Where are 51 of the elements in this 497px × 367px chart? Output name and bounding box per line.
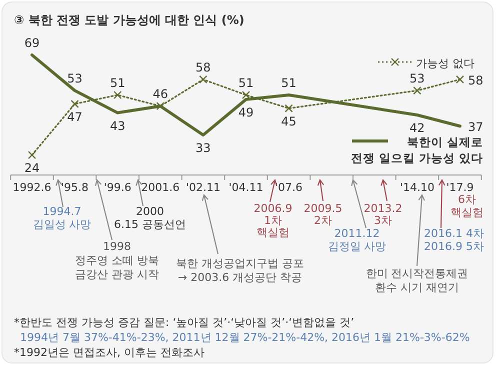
data-label: 45 bbox=[281, 114, 296, 128]
chart-title: ③ 북한 전쟁 도발 가능성에 대한 인식 (%) bbox=[14, 13, 244, 27]
point bbox=[284, 104, 293, 112]
point bbox=[413, 86, 422, 95]
legend-label: 북한이 실제로 전쟁 일으킬 가능성 있다 bbox=[350, 135, 483, 165]
x-tick-label: '17.9 bbox=[446, 181, 474, 194]
data-label: 33 bbox=[196, 141, 211, 155]
annotation: 2009.5 2차 bbox=[304, 202, 342, 227]
data-label: 24 bbox=[24, 161, 40, 175]
data-label: 46 bbox=[152, 87, 168, 102]
data-label: 43 bbox=[110, 118, 126, 133]
x-tick-label: 2001.6 bbox=[141, 181, 180, 194]
annotation: 2006.9 1차 핵실험 bbox=[254, 202, 292, 239]
data-label: 47 bbox=[67, 110, 82, 124]
annotation: 1994.7 김일성 사망 bbox=[32, 205, 92, 231]
point bbox=[242, 90, 250, 100]
data-label: 69 bbox=[24, 36, 40, 50]
point bbox=[199, 75, 208, 84]
legend-label: 가능성 없다 bbox=[416, 57, 474, 70]
annotation: 2016.1 4차 2016.9 5차 bbox=[424, 227, 484, 253]
x-tick-label: '99.6 bbox=[104, 181, 132, 194]
data-label: 49 bbox=[238, 105, 254, 120]
annotation: 한미 전시작전통제권 환수 시기 재연기 bbox=[366, 267, 468, 294]
annotation: 2011.12 김정일 사망 bbox=[328, 227, 386, 253]
data-label: 51 bbox=[281, 76, 296, 90]
data-label: 51 bbox=[110, 76, 126, 90]
annotation: 2000 6.15 공동선언 bbox=[114, 205, 186, 231]
x-tick-label: '95.8 bbox=[61, 181, 89, 194]
point bbox=[70, 100, 79, 108]
annotation: *한반도 전쟁 가능성 증감 질문: ‘높아질 것’·‘낮아질 것’·‘변함없을 것’ bbox=[14, 316, 354, 329]
data-label: 37 bbox=[468, 120, 484, 134]
data-label: 51 bbox=[238, 76, 254, 90]
x-tick-label: '02.11 bbox=[186, 181, 220, 194]
point bbox=[28, 150, 36, 160]
data-label: 53 bbox=[67, 72, 82, 86]
annotation: *1992년은 면접조사, 이후는 전화조사 bbox=[14, 346, 204, 359]
x-tick-label: '04.11 bbox=[228, 181, 264, 194]
x-tick-label: 1992.6 bbox=[12, 181, 52, 194]
data-label: 42 bbox=[410, 121, 425, 135]
x-tick-label: '07.6 bbox=[275, 181, 303, 194]
annotation: 6차 핵실험 bbox=[450, 193, 484, 219]
point bbox=[456, 75, 464, 84]
data-label: 58 bbox=[196, 60, 211, 74]
data-label: 58 bbox=[468, 73, 484, 88]
annotation: 1994년 7월 37%-41%-23%, 2011년 12월 27%-21%-42%, 2016년 1월 21%-3%-62% bbox=[20, 331, 470, 344]
annotation: 북한 개성공업지구법 공포 → 2003.6 개성공단 착공 bbox=[176, 257, 304, 284]
data-label: 53 bbox=[410, 72, 425, 86]
x-tick-label: '14.10 bbox=[400, 181, 434, 194]
annotation: 2013.2 3차 bbox=[364, 202, 402, 227]
point bbox=[114, 90, 122, 100]
annotation: 1998 정주영 소떼 방북 금강산 관광 시작 bbox=[75, 240, 159, 281]
